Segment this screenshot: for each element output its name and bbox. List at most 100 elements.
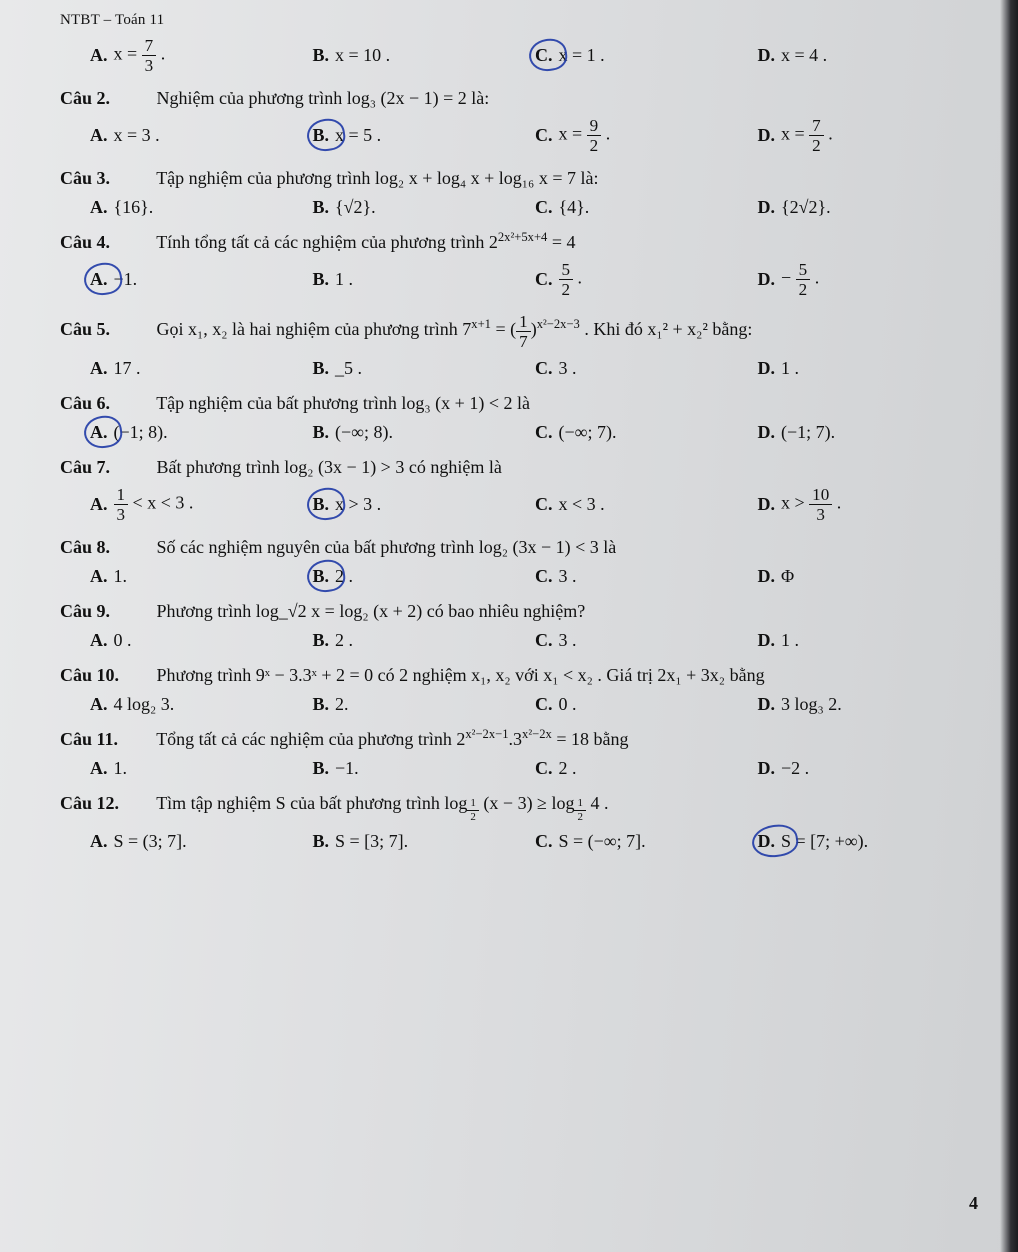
q-stem: Tìm tập nghiệm S của bất phương trình lo… (156, 793, 608, 813)
q11-opt-C: C.2 . (535, 758, 748, 779)
stem-exp: x²−2x (522, 727, 552, 741)
opt-text: 3 . (559, 630, 577, 651)
q-stem: Số các nghiệm nguyên của bất phương trìn… (157, 537, 617, 557)
opt-text: 3 . (559, 566, 577, 587)
q1-options: A. x = 73 . B. x = 10 . C. x = 1 . D. x … (90, 37, 970, 74)
opt-letter: A. (90, 45, 108, 66)
opt-text: (−∞; 8). (335, 422, 393, 443)
q8-opt-D: D.Φ (758, 566, 971, 587)
opt-text: x = 72 . (781, 117, 833, 154)
q-stem: Gọi x₁, x₂ là hai nghiệm của phương trìn… (157, 319, 753, 339)
opt-text: {16}. (114, 197, 154, 218)
q-stem: Tập nghiệm của bất phương trình log₃ (x … (156, 393, 530, 413)
q12-opt-C: C.S = (−∞; 7]. (535, 831, 748, 852)
q6-options: A.(−1; 8). B.(−∞; 8). C.(−∞; 7). D.(−1; … (90, 422, 970, 443)
q10-opt-C: C.0 . (535, 694, 748, 715)
q-label: Câu 8. (60, 537, 152, 558)
q9-opt-B: B.2 . (313, 630, 526, 651)
opt-text: x > 103 . (781, 486, 841, 523)
q6-opt-B: B.(−∞; 8). (313, 422, 526, 443)
q11: Câu 11. Tổng tất cả các nghiệm của phươn… (60, 729, 970, 750)
q7-opt-A: A.13 < x < 3 . (90, 486, 303, 523)
opt-text: 1. (114, 758, 128, 779)
q-stem: Tổng tất cả các nghiệm của phương trình … (156, 729, 628, 749)
q11-opt-B: B.−1. (313, 758, 526, 779)
page: NTBT – Toán 11 A. x = 73 . B. x = 10 . C… (0, 0, 1018, 1252)
stem-sub-frac: 12 (467, 798, 479, 823)
q1-opt-C: C. x = 1 . (535, 37, 748, 74)
q11-options: A.1. B.−1. C.2 . D.−2 . (90, 758, 970, 779)
stem-text: . Khi đó x₁² + x₂² bằng: (580, 319, 753, 339)
stem-text: = 4 (547, 232, 575, 252)
opt-text: x = 1 . (559, 45, 605, 66)
opt-text: 1 . (335, 269, 353, 290)
opt-text: (−∞; 7). (559, 422, 617, 443)
q3-opt-A: A.{16}. (90, 197, 303, 218)
q-label: Câu 10. (60, 665, 152, 686)
opt-text: _5 . (335, 358, 362, 379)
q10-opt-B: B.2. (313, 694, 526, 715)
stem-text: (x − 3) ≥ log (483, 793, 574, 813)
opt-text: 1 . (781, 630, 799, 651)
q9-opt-A: A.0 . (90, 630, 303, 651)
q-stem: Nghiệm của phương trình log₃ (2x − 1) = … (157, 88, 490, 108)
q5: Câu 5. Gọi x₁, x₂ là hai nghiệm của phươ… (60, 313, 970, 350)
stem-exp: x+1 (471, 317, 491, 331)
opt-text: 13 < x < 3 . (114, 486, 194, 523)
q6-opt-C: C.(−∞; 7). (535, 422, 748, 443)
opt-letter: C. (535, 45, 553, 66)
stem-exp: 2x²+5x+4 (498, 230, 547, 244)
q-label: Câu 9. (60, 601, 152, 622)
q1-opt-D: D. x = 4 . (758, 37, 971, 74)
opt-text: S = (3; 7]. (114, 831, 187, 852)
opt-text: S = [7; +∞). (781, 831, 868, 852)
q4-opt-B: B.1 . (313, 261, 526, 298)
q11-opt-A: A.1. (90, 758, 303, 779)
q12-options: A.S = (3; 7]. B.S = [3; 7]. C.S = (−∞; 7… (90, 831, 970, 852)
q1-opt-A: A. x = 73 . (90, 37, 303, 74)
stem-exp: x²−2x−1 (465, 727, 508, 741)
opt-text: 1. (114, 566, 128, 587)
q10-options: A.4 log₂ 3. B.2. C.0 . D.3 log₃ 2. (90, 694, 970, 715)
q8-opt-C: C.3 . (535, 566, 748, 587)
q3: Câu 3. Tập nghiệm của phương trình log₂ … (60, 168, 970, 189)
stem-text: Tổng tất cả các nghiệm của phương trình … (156, 729, 465, 749)
opt-text: 52 . (559, 261, 583, 298)
q6: Câu 6. Tập nghiệm của bất phương trình l… (60, 393, 970, 414)
q-stem: Bất phương trình log₂ (3x − 1) > 3 có ng… (157, 457, 502, 477)
q3-opt-D: D.{2√2}. (758, 197, 971, 218)
opt-text: x < 3 . (559, 494, 605, 515)
q2-opt-C: C.x = 92 . (535, 117, 748, 154)
opt-text: x = 92 . (559, 117, 611, 154)
q5-opt-B: B._5 . (313, 358, 526, 379)
opt-letter: D. (758, 45, 776, 66)
q9-options: A.0 . B.2 . C.3 . D.1 . (90, 630, 970, 651)
q-label: Câu 5. (60, 319, 152, 340)
q11-opt-D: D.−2 . (758, 758, 971, 779)
opt-text: {√2}. (335, 197, 376, 218)
q2: Câu 2. Nghiệm của phương trình log₃ (2x … (60, 88, 970, 109)
q5-opt-A: A.17 . (90, 358, 303, 379)
stem-text: Tính tổng tất cả các nghiệm của phương t… (156, 232, 498, 252)
opt-letter: B. (313, 45, 330, 66)
q-stem: Phương trình log_√2 x = log₂ (x + 2) có … (157, 601, 586, 621)
stem-text: 4 . (590, 793, 608, 813)
opt-text: x = 10 . (335, 45, 390, 66)
q4: Câu 4. Tính tổng tất cả các nghiệm của p… (60, 232, 970, 253)
q5-opt-D: D.1 . (758, 358, 971, 379)
q3-options: A.{16}. B.{√2}. C.{4}. D.{2√2}. (90, 197, 970, 218)
q-label: Câu 6. (60, 393, 152, 414)
q8-opt-B: B.2 . (313, 566, 526, 587)
opt-text: 17 . (114, 358, 141, 379)
stem-text: Gọi x₁, x₂ là hai nghiệm của phương trìn… (157, 319, 472, 339)
opt-text: x = 3 . (114, 125, 160, 146)
q3-opt-C: C.{4}. (535, 197, 748, 218)
opt-text: {4}. (559, 197, 590, 218)
q5-options: A.17 . B._5 . C.3 . D.1 . (90, 358, 970, 379)
q-stem: Tập nghiệm của phương trình log₂ x + log… (156, 168, 598, 188)
q4-options: A.−1. B.1 . C.52 . D.− 52 . (90, 261, 970, 298)
opt-text: 4 log₂ 3. (114, 694, 175, 715)
opt-text: −2 . (781, 758, 809, 779)
opt-text: Φ (781, 566, 794, 587)
q8: Câu 8. Số các nghiệm nguyên của bất phươ… (60, 537, 970, 558)
